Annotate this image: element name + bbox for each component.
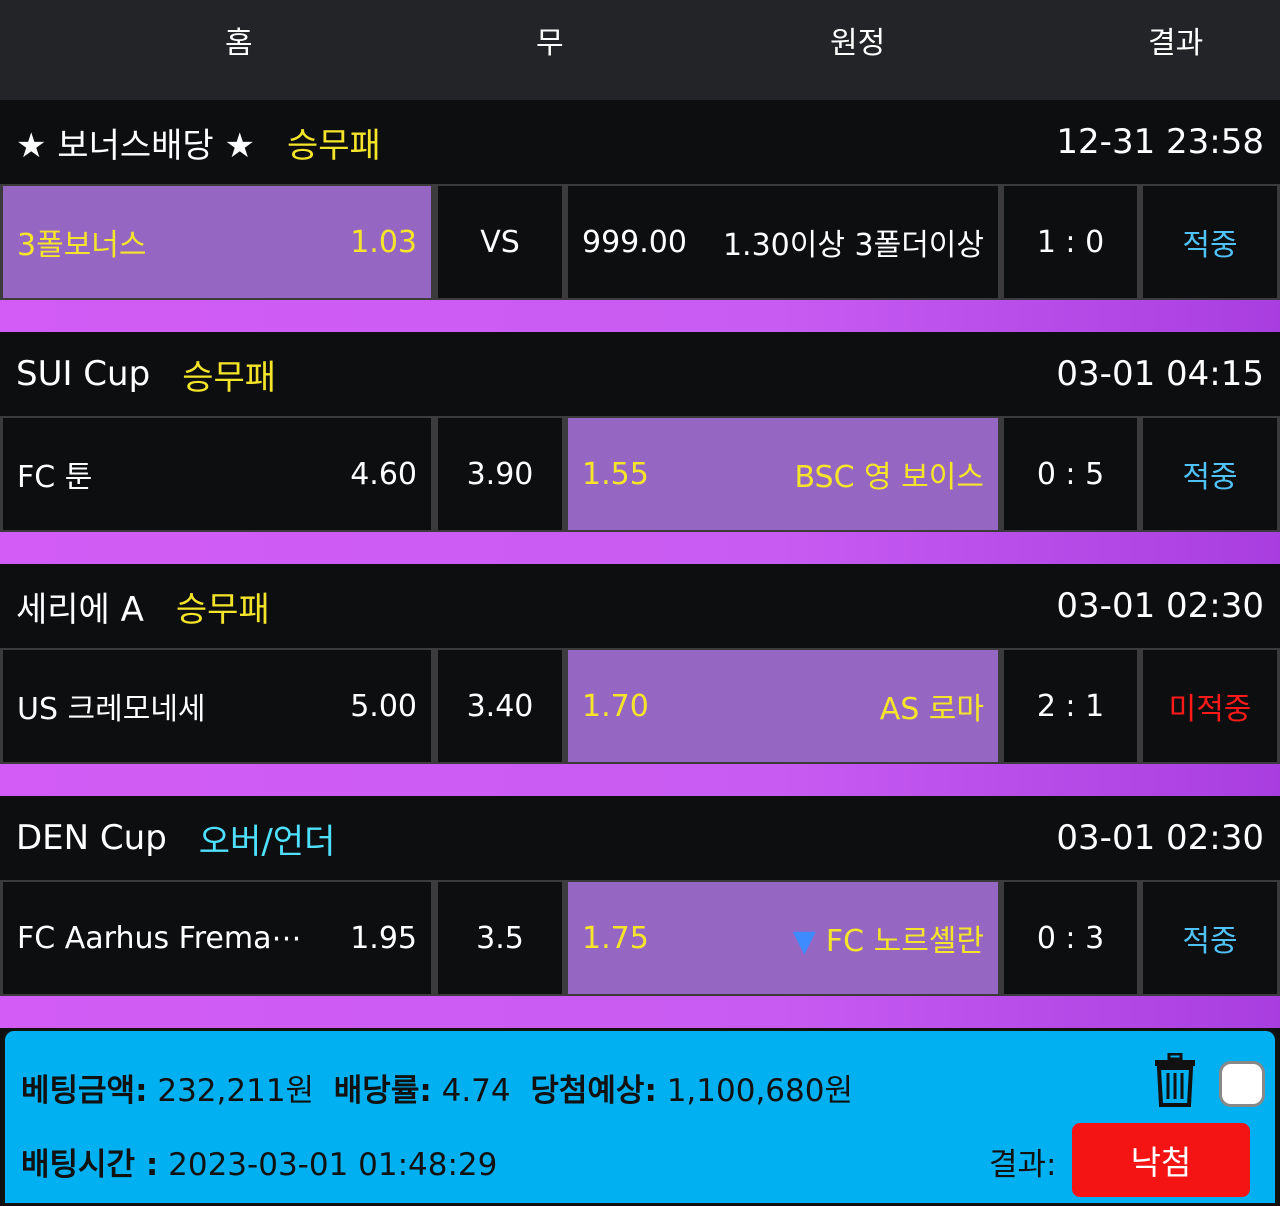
score: 2 : 1: [1036, 688, 1105, 724]
home-odds-cell[interactable]: FC 툰 4.60: [3, 418, 431, 530]
result-cell: 적중: [1143, 186, 1277, 298]
header-home: 홈: [225, 26, 253, 61]
header-result: 결과: [1148, 26, 1204, 61]
home-odds: 4.60: [350, 456, 417, 492]
header-draw: 무: [536, 26, 564, 61]
score: 0 : 3: [1036, 920, 1105, 956]
match-section: ★ 보너스배당 ★ 승무패 12-31 23:58 3폴보너스 1.03 VS …: [0, 100, 1280, 332]
bet-type: 승무패: [286, 125, 381, 166]
home-team: FC 툰: [17, 460, 93, 495]
away-team: 1.30이상 3폴더이상: [722, 228, 984, 263]
away-team: AS 로마: [879, 692, 984, 727]
match-section: DEN Cup 오버/언더 03-01 02:30 FC Aarhus Frem…: [0, 796, 1280, 1028]
away-odds-cell[interactable]: 1.70 AS 로마: [568, 650, 998, 762]
score: 1 : 0: [1036, 224, 1105, 260]
league-header: 세리에 A 승무패 03-01 02:30: [0, 564, 1280, 648]
home-odds: 1.03: [350, 224, 417, 260]
away-team: BSC 영 보이스: [794, 460, 984, 495]
bet-time: 2023-03-01 01:48:29: [168, 1147, 498, 1183]
divider-strip: [0, 996, 1280, 1028]
draw-cell[interactable]: 3.90: [438, 418, 562, 530]
away-odds: 1.55: [582, 456, 649, 492]
league-header: SUI Cup 승무패 03-01 04:15: [0, 332, 1280, 416]
bet-amount: 232,211원: [157, 1073, 315, 1109]
bet-info-line: 베팅금액: 232,211원 배당률: 4.74 당첨예상: 1,100,680…: [21, 1065, 853, 1110]
score-cell: 0 : 3: [1004, 882, 1137, 994]
column-header: 홈 무 원정 결과: [0, 0, 1280, 100]
odds-value: 4.74: [441, 1073, 511, 1109]
league-name: SUI Cup: [16, 354, 151, 394]
away-odds: 1.75: [582, 920, 649, 956]
select-checkbox[interactable]: [1219, 1061, 1265, 1107]
match-time: 03-01 02:30: [1056, 818, 1264, 858]
home-team: 3폴보너스: [17, 228, 147, 263]
result-status: 적중: [1182, 460, 1238, 495]
match-row: 3폴보너스 1.03 VS 999.00 1.30이상 3폴더이상 1 : 0 …: [0, 184, 1280, 300]
bet-type: 승무패: [182, 357, 277, 398]
bet-type: 오버/언더: [198, 821, 336, 862]
score-cell: 2 : 1: [1004, 650, 1137, 762]
result-cell: 적중: [1143, 418, 1277, 530]
divider-strip: [0, 764, 1280, 796]
draw-value: 3.5: [476, 920, 524, 956]
draw-value: 3.90: [466, 456, 534, 492]
draw-cell[interactable]: VS: [438, 186, 562, 298]
match-time: 12-31 23:58: [1056, 122, 1264, 162]
draw-value: 3.40: [466, 688, 534, 724]
away-team: FC 노르셸란: [825, 924, 984, 959]
match-row: US 크레모네세 5.00 3.40 1.70 AS 로마 2 : 1 미적중: [0, 648, 1280, 764]
home-odds: 5.00: [350, 688, 417, 724]
match-time: 03-01 02:30: [1056, 586, 1264, 626]
bet-type: 승무패: [175, 589, 270, 630]
under-arrow-icon: ▼: [792, 924, 816, 959]
draw-cell[interactable]: 3.40: [438, 650, 562, 762]
home-team: FC Aarhus Frema⋯: [17, 920, 302, 956]
result-lose-button[interactable]: 낙첨: [1072, 1123, 1250, 1197]
result-cell: 적중: [1143, 882, 1277, 994]
draw-cell[interactable]: 3.5: [438, 882, 562, 994]
score-cell: 1 : 0: [1004, 186, 1137, 298]
score-cell: 0 : 5: [1004, 418, 1137, 530]
result-status: 적중: [1182, 228, 1238, 263]
result-status: 적중: [1182, 924, 1238, 959]
result-label: 결과:: [989, 1147, 1057, 1183]
expected-win-label: 당첨예상:: [530, 1073, 657, 1109]
bet-amount-label: 베팅금액:: [21, 1073, 148, 1109]
away-odds: 999.00: [582, 224, 687, 260]
home-odds-cell[interactable]: 3폴보너스 1.03: [3, 186, 431, 298]
league-header: ★ 보너스배당 ★ 승무패 12-31 23:58: [0, 100, 1280, 184]
score: 0 : 5: [1036, 456, 1105, 492]
away-odds: 1.70: [582, 688, 649, 724]
league-header: DEN Cup 오버/언더 03-01 02:30: [0, 796, 1280, 880]
home-odds-cell[interactable]: FC Aarhus Frema⋯ 1.95: [3, 882, 431, 994]
home-odds-cell[interactable]: US 크레모네세 5.00: [3, 650, 431, 762]
league-name: DEN Cup: [16, 818, 167, 858]
bet-time-line: 배팅시간 : 2023-03-01 01:48:29: [21, 1139, 497, 1184]
bet-time-label: 배팅시간 :: [21, 1147, 159, 1183]
league-name: 세리에 A: [16, 589, 144, 630]
away-odds-cell[interactable]: 1.75 ▼ FC 노르셸란: [568, 882, 998, 994]
header-away: 원정: [830, 26, 886, 61]
trash-icon[interactable]: [1153, 1053, 1197, 1107]
match-time: 03-01 04:15: [1056, 354, 1264, 394]
draw-value: VS: [480, 224, 520, 260]
match-section: SUI Cup 승무패 03-01 04:15 FC 툰 4.60 3.90 1…: [0, 332, 1280, 564]
result-status: 미적중: [1168, 692, 1252, 727]
result-cell: 미적중: [1143, 650, 1277, 762]
away-odds-cell[interactable]: 999.00 1.30이상 3폴더이상: [568, 186, 998, 298]
home-odds: 1.95: [350, 920, 417, 956]
divider-strip: [0, 300, 1280, 332]
away-odds-cell[interactable]: 1.55 BSC 영 보이스: [568, 418, 998, 530]
match-section: 세리에 A 승무패 03-01 02:30 US 크레모네세 5.00 3.40…: [0, 564, 1280, 796]
expected-win-amount: 1,100,680원: [666, 1073, 853, 1109]
home-team: US 크레모네세: [17, 692, 206, 727]
bet-summary-panel: 베팅금액: 232,211원 배당률: 4.74 당첨예상: 1,100,680…: [2, 1028, 1278, 1206]
odds-label: 배당률:: [333, 1073, 432, 1109]
match-row: FC 툰 4.60 3.90 1.55 BSC 영 보이스 0 : 5 적중: [0, 416, 1280, 532]
league-name: ★ 보너스배당 ★: [16, 125, 255, 166]
divider-strip: [0, 532, 1280, 564]
match-row: FC Aarhus Frema⋯ 1.95 3.5 1.75 ▼ FC 노르셸란 …: [0, 880, 1280, 996]
